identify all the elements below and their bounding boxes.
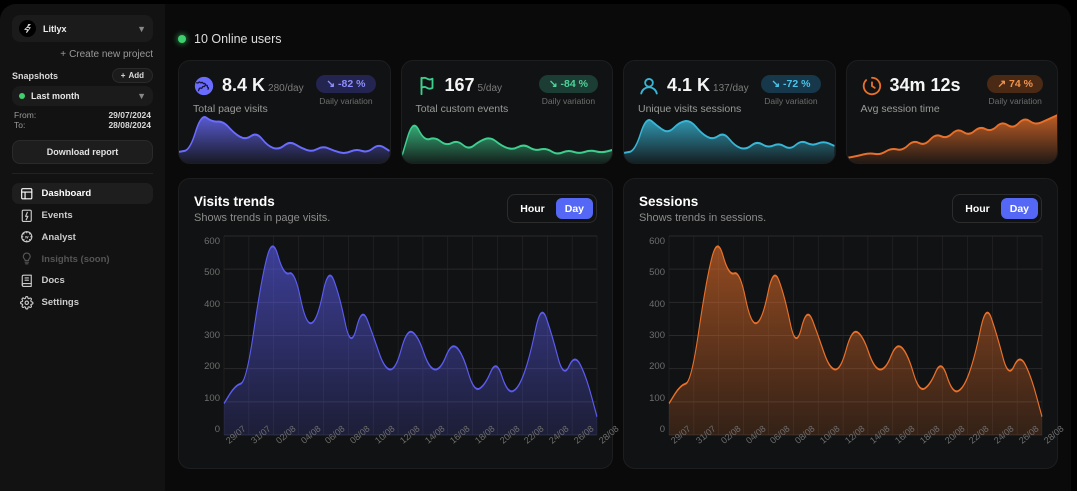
svg-text:w: w xyxy=(24,235,29,240)
